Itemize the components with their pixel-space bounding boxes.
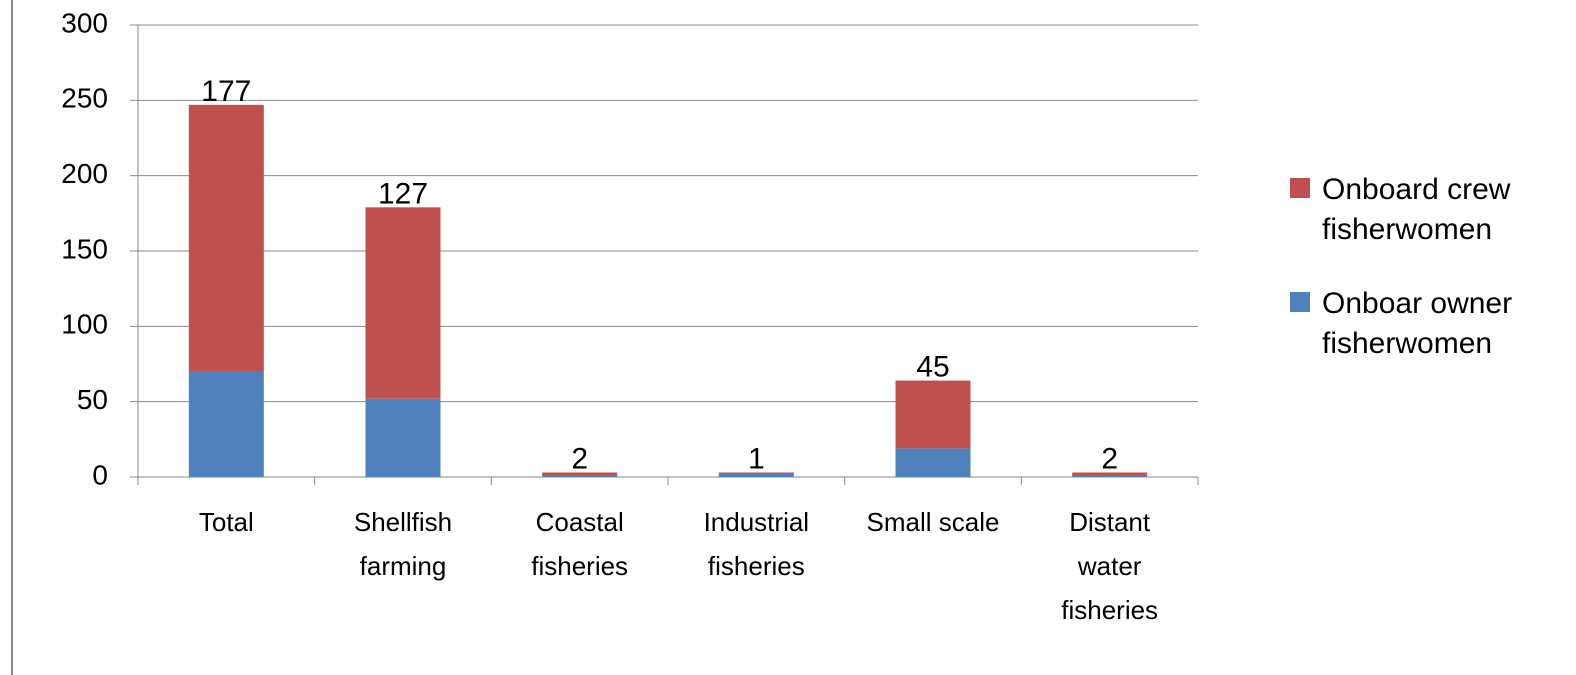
legend-swatch xyxy=(1290,178,1310,198)
y-tick-label: 0 xyxy=(92,459,108,490)
x-tick-label: Small scale xyxy=(866,507,1000,537)
data-label: 1 xyxy=(748,442,765,475)
x-tick-label: Coastal fisheries xyxy=(531,507,629,581)
bar-segment xyxy=(718,473,794,477)
bar-segment xyxy=(542,472,618,476)
y-tick-label: 100 xyxy=(61,309,108,340)
bar-segment xyxy=(718,472,794,474)
y-tick-label: 50 xyxy=(77,384,108,415)
bar-segment xyxy=(365,207,441,399)
data-label: 177 xyxy=(201,75,251,108)
x-tick-label: Industrial fisheries xyxy=(703,507,810,581)
bar-segment xyxy=(895,380,971,449)
data-label: 45 xyxy=(916,351,949,384)
legend-label: Onboar owner fisherwomen xyxy=(1322,287,1513,360)
bar-segment xyxy=(365,398,441,477)
legend-label: Onboard crew fisherwomen xyxy=(1322,173,1511,246)
x-tick-label: Distant water fisheries xyxy=(1061,507,1159,625)
data-label: 2 xyxy=(1101,442,1118,475)
y-tick-label: 200 xyxy=(61,158,108,189)
bar-segment xyxy=(1072,472,1148,476)
data-label: 127 xyxy=(378,177,428,210)
x-tick-label: Total xyxy=(198,507,254,537)
bar-segment xyxy=(188,371,264,477)
data-label: 2 xyxy=(571,442,588,475)
bar-segment xyxy=(188,104,264,372)
bar-segment xyxy=(1072,475,1148,477)
x-tick-label: Shellfish farming xyxy=(353,507,453,581)
bar-segment xyxy=(542,475,618,477)
bar-segment xyxy=(895,448,971,477)
legend-swatch xyxy=(1290,292,1310,312)
y-tick-label: 150 xyxy=(61,233,108,264)
y-tick-label: 300 xyxy=(61,7,108,38)
y-tick-label: 250 xyxy=(61,83,108,114)
